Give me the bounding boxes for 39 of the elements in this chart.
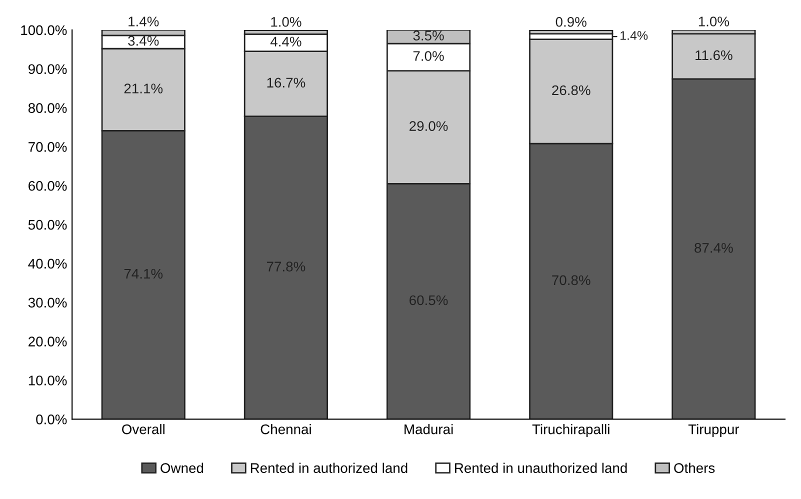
- data-label: 21.1%: [124, 84, 163, 94]
- data-label: 60.5%: [410, 295, 448, 306]
- y-tick-label: 0.0%: [36, 414, 67, 424]
- x-tick-label: Overall: [122, 424, 164, 434]
- data-label: 11.6%: [696, 50, 732, 60]
- y-tick-label: 40.0%: [28, 258, 67, 269]
- y-tick-label: 100.0%: [21, 25, 67, 36]
- data-label: 1.4%: [128, 16, 159, 26]
- data-label: 1.4%: [620, 31, 648, 40]
- data-label: 74.1%: [124, 268, 163, 279]
- data-label: 3.4%: [128, 36, 159, 46]
- data-label: 3.5%: [413, 30, 444, 40]
- data-label: 29.0%: [410, 121, 448, 131]
- y-tick-label: 70.0%: [28, 142, 67, 152]
- x-tick-label: Madurai: [404, 424, 453, 434]
- data-label: 26.8%: [552, 85, 590, 96]
- data-label: 1.0%: [271, 16, 302, 27]
- x-tick-label: Chennai: [260, 424, 311, 434]
- y-tick-label: 80.0%: [28, 103, 67, 113]
- y-tick-label: 60.0%: [28, 180, 67, 191]
- x-tick-label: Tiruppur: [688, 424, 740, 437]
- legend-label: Owned: [160, 462, 204, 473]
- data-label: 4.4%: [270, 36, 302, 46]
- data-label: 77.8%: [266, 262, 306, 272]
- data-label: 0.9%: [556, 16, 586, 27]
- y-tick-label: 20.0%: [28, 336, 67, 346]
- data-label: 1.0%: [698, 16, 730, 26]
- data-label: 70.8%: [552, 275, 590, 286]
- data-label: 7.0%: [413, 51, 444, 61]
- y-tick-label: 90.0%: [28, 64, 67, 74]
- legend-label: Rented in authorized land: [250, 462, 408, 473]
- y-tick-label: 10.0%: [28, 376, 67, 386]
- legend-label: Others: [674, 462, 715, 473]
- data-label: 87.4%: [694, 242, 733, 253]
- y-tick-label: 30.0%: [28, 298, 67, 308]
- x-tick-label: Tiruchirapalli: [532, 424, 610, 437]
- legend-label: Rented in unauthorized land: [455, 462, 627, 473]
- y-tick-label: 50.0%: [28, 220, 67, 230]
- data-label: 16.7%: [267, 78, 306, 88]
